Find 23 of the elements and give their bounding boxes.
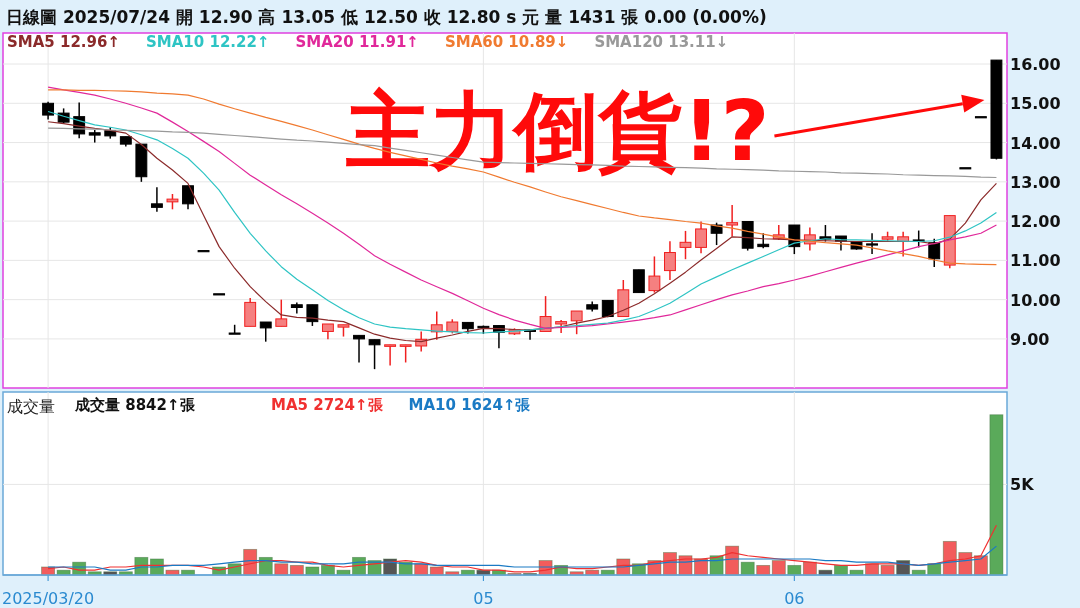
x-tick-label: 05 <box>473 589 494 608</box>
x-tick-label: 06 <box>784 589 805 608</box>
text: MA5 2724↑張 <box>271 396 384 414</box>
chart-title: 成交量 <box>7 397 55 416</box>
x-tick-label: 2025/03/20 <box>1 589 95 608</box>
chart-title: 日線圖 2025/07/24 開 12.90 高 13.05 低 12.50 收 12.80 s 元 量 1431 張 0.00 (0.00%) <box>6 7 767 27</box>
y-tick-label: 12.00 <box>1010 212 1061 232</box>
y-tick-label: 15.00 <box>1010 94 1061 114</box>
y-tick-label: 11.00 <box>1010 251 1061 271</box>
y-tick-label: 9.00 <box>1010 329 1050 349</box>
text: SMA10 12.22↑ <box>146 33 270 51</box>
text: SMA60 10.89↓ <box>444 33 569 51</box>
annotation: 主力倒貨!? <box>345 82 770 180</box>
y-tick-label: 16.00 <box>1010 55 1061 75</box>
text: 成交量 8842↑張 <box>74 396 196 414</box>
y-tick-label: 13.00 <box>1010 172 1061 192</box>
text: MA10 1624↑張 <box>408 396 532 414</box>
text: SMA20 11.91↑ <box>295 33 419 51</box>
text: SMA120 13.11↓ <box>594 33 729 51</box>
y-tick-label: 10.00 <box>1010 290 1061 310</box>
text: 5K <box>1010 475 1035 495</box>
y-tick-label: 14.00 <box>1010 133 1061 153</box>
text: SMA5 12.96↑ <box>7 33 121 51</box>
